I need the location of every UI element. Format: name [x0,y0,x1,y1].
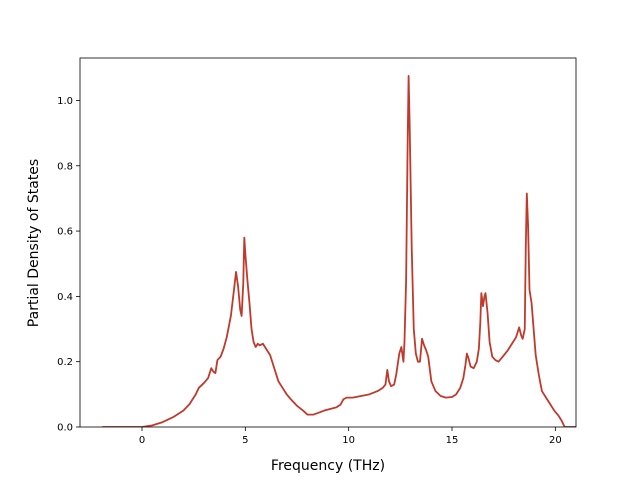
pdos-series-line [101,75,576,427]
y-tick-label: 0.2 [57,357,73,368]
x-axis-label: Frequency (THz) [271,458,385,474]
y-tick-label: 0.6 [57,227,73,238]
y-tick-label: 1.0 [57,96,73,107]
x-tick-label: 10 [342,435,355,446]
x-tick-label: 5 [242,435,248,446]
y-tick-label: 0.4 [57,292,73,303]
y-tick-label: 0.8 [57,161,73,172]
y-axis-ticks: 0.0 0.2 0.4 0.6 0.8 1.0 [57,96,80,434]
series-layer [101,75,576,427]
x-tick-label: 0 [139,435,145,446]
x-tick-label: 15 [446,435,459,446]
x-axis-ticks: 0 5 10 15 20 [139,427,562,446]
x-tick-label: 20 [549,435,562,446]
plot-area [80,58,576,427]
axes-frame [79,57,577,428]
y-tick-label: 0.0 [57,423,73,434]
y-axis-label: Partial Density of States [26,159,42,327]
